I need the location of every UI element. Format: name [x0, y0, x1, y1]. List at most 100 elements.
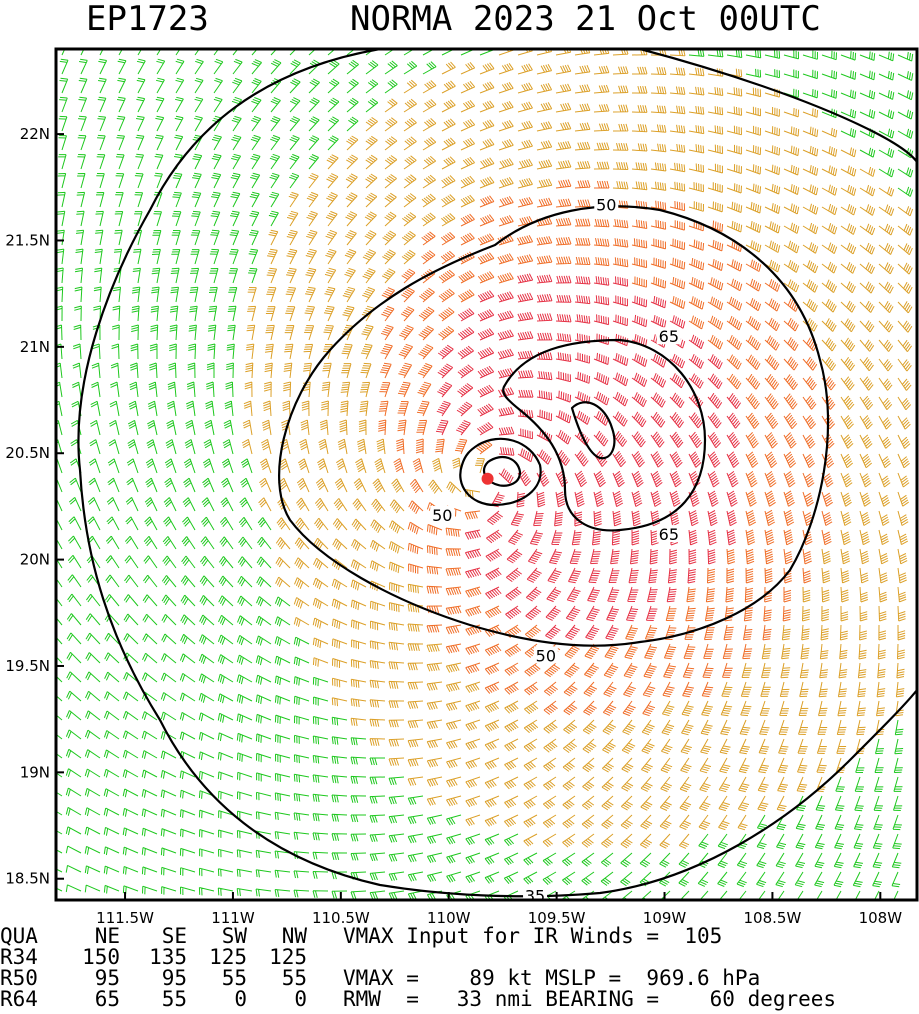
- wind-barb: [99, 49, 104, 56]
- wind-barb: [175, 77, 185, 94]
- wind-barb: [117, 77, 127, 94]
- wind-barb: [642, 700, 656, 717]
- wind-barb: [777, 757, 789, 774]
- wind-barb: [781, 643, 791, 660]
- wind-barb: [445, 527, 462, 537]
- wind-barb: [250, 134, 261, 151]
- wind-barb: [726, 315, 743, 331]
- wind-barb: [218, 790, 234, 800]
- contour-label-bg-4: [430, 505, 455, 523]
- wind-barb: [859, 89, 876, 100]
- wind-barb: [798, 719, 809, 735]
- wind-barb: [438, 288, 455, 303]
- wind-barb: [376, 438, 386, 455]
- wind-barb: [821, 395, 836, 410]
- wind-barb: [726, 431, 740, 449]
- wind-barb: [106, 497, 120, 512]
- wind-barb: [504, 814, 519, 828]
- wind-barb: [893, 890, 899, 900]
- wind-barb: [536, 449, 552, 465]
- wind-barb: [384, 49, 395, 56]
- wind-barb: [612, 200, 629, 209]
- wind-barb: [134, 172, 144, 189]
- wind-barb: [181, 536, 196, 550]
- wind-barb: [412, 458, 424, 474]
- wind-barb: [631, 510, 641, 527]
- wind-barb: [194, 58, 204, 75]
- wind-barb: [650, 49, 667, 56]
- wind-barb: [745, 298, 762, 312]
- wind-barb: [199, 614, 215, 626]
- wind-barb: [688, 144, 705, 154]
- wind-barb: [141, 788, 158, 798]
- wind-barb: [137, 49, 143, 56]
- storm-center-marker: [481, 472, 494, 485]
- wind-barb: [365, 154, 378, 170]
- wind-barb: [574, 237, 591, 246]
- wind-barb: [293, 812, 310, 821]
- wind-barb: [58, 115, 68, 132]
- wind-barb: [381, 305, 395, 322]
- wind-barb: [231, 115, 242, 132]
- wind-barb: [612, 431, 628, 447]
- wind-barb: [236, 752, 253, 762]
- wind-barb: [274, 596, 291, 607]
- wind-barb: [536, 313, 553, 322]
- wind-barb: [707, 567, 716, 584]
- wind-barb: [242, 419, 253, 436]
- wind-barb: [211, 191, 221, 208]
- wind-barb: [275, 537, 291, 550]
- wind-barb: [859, 204, 876, 216]
- wind-barb: [840, 357, 856, 372]
- wind-barb: [612, 490, 624, 508]
- wind-barb: [65, 826, 82, 836]
- wind-barb: [878, 377, 893, 391]
- wind-barb: [764, 279, 781, 292]
- wind-barb: [853, 814, 864, 831]
- wind-barb: [756, 833, 767, 850]
- wind-barb: [484, 662, 500, 675]
- wind-barb: [644, 643, 657, 660]
- wind-barb: [236, 674, 253, 685]
- wind-barb: [286, 229, 298, 246]
- wind-barb: [191, 210, 201, 227]
- wind-barb: [440, 250, 456, 265]
- wind-barb: [802, 279, 818, 293]
- wind-barb: [441, 137, 456, 151]
- wind-barb: [764, 106, 780, 117]
- wind-barb: [678, 871, 690, 887]
- wind-barb: [331, 890, 348, 899]
- wind-barb: [893, 757, 903, 773]
- wind-barb: [179, 789, 196, 799]
- wind-barb: [873, 795, 884, 812]
- wind-barb: [445, 586, 462, 596]
- wind-barb: [166, 400, 177, 417]
- wind-barb: [650, 181, 667, 191]
- wind-barb: [422, 155, 437, 170]
- wind-barb: [87, 497, 101, 512]
- wind-barb: [897, 243, 913, 256]
- wind-barb: [68, 535, 82, 550]
- wind-barb: [117, 58, 127, 75]
- wind-barb: [745, 125, 761, 136]
- wind-barb: [897, 90, 914, 101]
- wind-barb: [350, 852, 367, 861]
- wind-barb: [143, 535, 158, 550]
- wind-barb: [160, 789, 177, 799]
- wind-barb: [840, 548, 851, 565]
- wind-barb: [274, 773, 291, 782]
- wind-barb: [369, 640, 386, 650]
- wind-barb: [536, 197, 553, 208]
- wind-barb: [56, 752, 63, 759]
- wind-barb: [426, 719, 443, 730]
- wind-barb: [165, 439, 177, 455]
- wind-barb: [555, 333, 572, 343]
- wind-barb: [764, 183, 781, 195]
- wind-barb: [517, 120, 533, 132]
- wind-barb: [669, 315, 686, 329]
- wind-barb: [198, 712, 215, 722]
- wind-barb: [620, 814, 633, 830]
- wind-barb: [662, 681, 675, 698]
- wind-barb: [274, 636, 291, 647]
- wind-barb: [364, 211, 377, 227]
